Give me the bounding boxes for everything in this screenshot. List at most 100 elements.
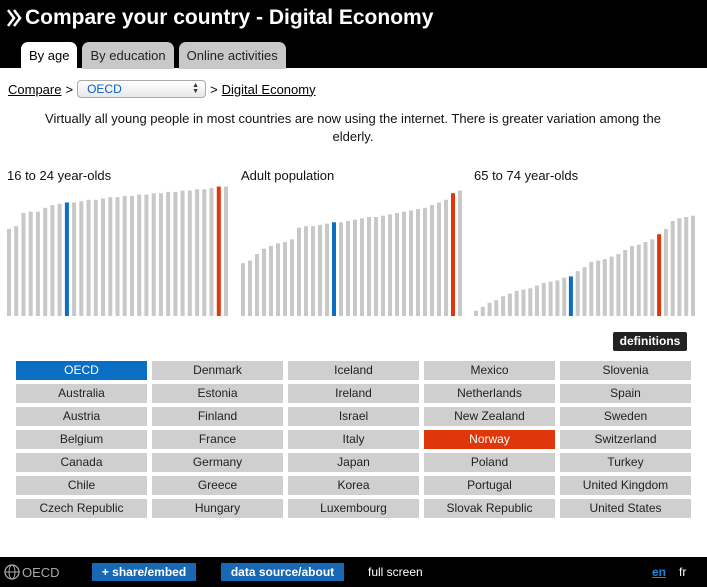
chart-bar[interactable]: [216, 186, 221, 316]
chart-bar[interactable]: [430, 205, 434, 316]
chart-bar[interactable]: [339, 222, 343, 316]
chart-bar[interactable]: [541, 283, 546, 316]
country-button[interactable]: Australia: [16, 384, 147, 403]
chart-bar[interactable]: [158, 193, 163, 316]
country-button[interactable]: Ireland: [288, 384, 419, 403]
chart-bar[interactable]: [409, 210, 413, 316]
chart-bar[interactable]: [650, 239, 655, 316]
chart-bar[interactable]: [318, 224, 322, 316]
chart-bar[interactable]: [691, 215, 695, 316]
chart-bar[interactable]: [458, 190, 462, 316]
breadcrumb-digital-economy-link[interactable]: Digital Economy: [221, 81, 316, 97]
chart-bar[interactable]: [423, 207, 427, 316]
country-button[interactable]: Czech Republic: [16, 499, 147, 518]
country-button[interactable]: Slovak Republic: [424, 499, 555, 518]
country-button[interactable]: Austria: [16, 407, 147, 426]
chart-bar[interactable]: [21, 213, 26, 316]
chart-bar[interactable]: [180, 190, 185, 316]
chart-bar[interactable]: [93, 199, 98, 316]
chart-bar[interactable]: [636, 244, 641, 316]
chart-bar[interactable]: [616, 254, 621, 316]
chart-bar[interactable]: [43, 207, 48, 316]
chart-bar[interactable]: [130, 195, 134, 316]
chart-bar[interactable]: [144, 194, 149, 316]
chart-bar[interactable]: [35, 211, 40, 316]
chart-bar[interactable]: [548, 281, 553, 316]
chart-bar[interactable]: [677, 218, 682, 316]
chart-bar[interactable]: [122, 195, 127, 316]
country-button[interactable]: Greece: [152, 476, 283, 495]
country-button[interactable]: Netherlands: [424, 384, 555, 403]
share-embed-button[interactable]: + share/embed: [92, 563, 196, 581]
chart-bar[interactable]: [451, 193, 455, 316]
chart-bar[interactable]: [402, 211, 406, 316]
chart-bar[interactable]: [241, 263, 245, 316]
chart-bar[interactable]: [395, 213, 399, 316]
data-source-button[interactable]: data source/about: [221, 563, 344, 581]
country-button[interactable]: Sweden: [560, 407, 691, 426]
chart-bar[interactable]: [514, 290, 519, 316]
country-button[interactable]: Estonia: [152, 384, 283, 403]
chart-bar[interactable]: [562, 277, 567, 316]
country-button[interactable]: France: [152, 430, 283, 449]
chart-bar[interactable]: [589, 261, 594, 316]
country-button[interactable]: United States: [560, 499, 691, 518]
chart-bar[interactable]: [187, 190, 192, 316]
chart-bar[interactable]: [575, 271, 580, 316]
chart-bar[interactable]: [50, 205, 55, 316]
country-button[interactable]: Slovenia: [560, 361, 691, 380]
chart-bar[interactable]: [609, 256, 614, 316]
country-button[interactable]: Canada: [16, 453, 147, 472]
chart-bar[interactable]: [602, 259, 607, 316]
chart-bar[interactable]: [269, 246, 273, 316]
chart-bar[interactable]: [79, 201, 84, 316]
chart-bar[interactable]: [388, 214, 392, 316]
chart-bar[interactable]: [209, 188, 214, 316]
chart-bar[interactable]: [72, 202, 77, 317]
chart-bar[interactable]: [166, 191, 171, 316]
country-button[interactable]: Switzerland: [560, 430, 691, 449]
chart-bar[interactable]: [643, 242, 648, 316]
chart-bar[interactable]: [684, 217, 689, 316]
chart-bar[interactable]: [64, 202, 69, 317]
country-button[interactable]: Luxembourg: [288, 499, 419, 518]
chart-bar[interactable]: [325, 223, 329, 316]
chart-bar[interactable]: [528, 288, 533, 316]
chart-bar[interactable]: [444, 199, 448, 316]
chart-bar[interactable]: [480, 306, 485, 316]
chart-bar[interactable]: [173, 191, 178, 316]
definitions-button[interactable]: definitions: [613, 332, 687, 351]
chart-bar[interactable]: [630, 246, 634, 316]
chart-bar[interactable]: [137, 194, 142, 316]
chart-bar[interactable]: [494, 300, 499, 316]
breadcrumb-compare-link[interactable]: Compare: [8, 81, 62, 97]
chart-bar[interactable]: [14, 226, 19, 316]
chart-bar[interactable]: [255, 254, 259, 316]
country-button[interactable]: Germany: [152, 453, 283, 472]
chart-bar[interactable]: [535, 285, 539, 316]
chart-bar[interactable]: [360, 218, 364, 316]
chart-bar[interactable]: [115, 197, 120, 316]
chart-bar[interactable]: [311, 226, 315, 316]
chart-bar[interactable]: [297, 227, 301, 316]
chart-bar[interactable]: [381, 215, 385, 316]
country-button[interactable]: Belgium: [16, 430, 147, 449]
country-button[interactable]: Norway: [424, 430, 555, 449]
country-button[interactable]: Iceland: [288, 361, 419, 380]
chart-bar[interactable]: [555, 280, 560, 316]
chart-bar[interactable]: [501, 296, 506, 316]
chart-bar[interactable]: [374, 217, 378, 316]
chart-bar[interactable]: [507, 293, 512, 316]
chart-bar[interactable]: [108, 197, 113, 316]
chart-bar[interactable]: [224, 186, 228, 316]
country-button[interactable]: Turkey: [560, 453, 691, 472]
chart-bar[interactable]: [332, 222, 336, 316]
chart-bar[interactable]: [582, 267, 587, 316]
chart-bar[interactable]: [248, 260, 252, 316]
chart-bar[interactable]: [86, 199, 91, 316]
chart-bar[interactable]: [151, 193, 156, 316]
chart-bar[interactable]: [7, 228, 11, 316]
country-button[interactable]: Portugal: [424, 476, 555, 495]
chart-bar[interactable]: [262, 248, 266, 316]
country-button[interactable]: Mexico: [424, 361, 555, 380]
